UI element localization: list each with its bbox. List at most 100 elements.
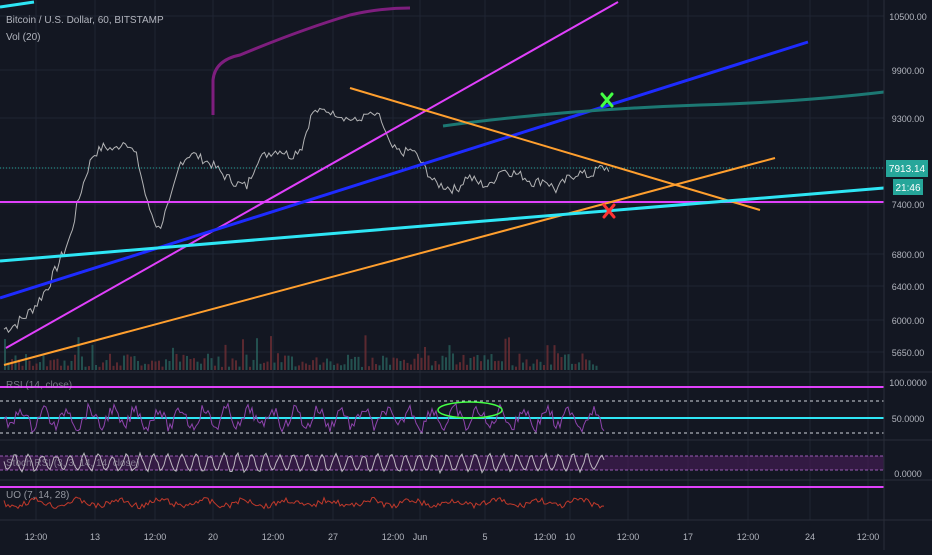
countdown-badge [893, 179, 923, 195]
volume-bar [74, 354, 76, 370]
volume-bar [546, 345, 549, 370]
time-tick-label: 12:00 [25, 532, 48, 542]
volume-bar [462, 354, 465, 370]
time-tick-label: 20 [208, 532, 218, 542]
price-tick-label: 5650.00 [892, 348, 925, 358]
price-tick-label: 6000.00 [892, 316, 925, 326]
volume-bar [319, 364, 321, 370]
symbol-title: Bitcoin / U.S. Dollar, 60, BITSTAMP [6, 15, 164, 26]
volume-bar [466, 364, 468, 370]
volume-bar [151, 360, 153, 370]
magenta-trendline [5, 1, 619, 349]
volume-bar [105, 360, 108, 370]
time-tick-label: 24 [805, 532, 815, 542]
volume-bar [133, 356, 136, 370]
indicator-panes [0, 371, 932, 510]
volume-bar [595, 365, 598, 370]
volume-bar [511, 365, 514, 370]
volume-bar [284, 355, 286, 370]
volume-bar [154, 361, 157, 370]
volume-bar [214, 365, 216, 370]
volume-bar [168, 360, 171, 370]
volume-bar [189, 358, 192, 370]
volume-bar [508, 337, 510, 370]
volume-bar [375, 364, 377, 370]
volume-bar [305, 363, 307, 370]
volume-bar [256, 338, 258, 370]
price-tick-label: 6400.00 [892, 282, 925, 292]
volume-bar [585, 359, 587, 370]
volume-bar [231, 358, 234, 370]
last-price-text: 7913.14 [889, 164, 926, 175]
volume-bar [266, 361, 269, 370]
stoch-label: Stoch RSI (3, 3, 14, 14, close) [6, 458, 139, 469]
volume-bar [564, 354, 566, 370]
time-tick-label: 12:00 [617, 532, 640, 542]
volume-bar [63, 360, 66, 370]
uo-line [3, 496, 605, 510]
volume-bar [249, 366, 251, 370]
volume-bar [469, 358, 472, 370]
volume-bar [333, 364, 335, 370]
rsi-tick-label: 50.0000 [892, 414, 925, 424]
rsi-line [3, 402, 605, 434]
volume-bar [567, 354, 570, 370]
volume-bar [557, 353, 559, 370]
volume-bar [217, 356, 220, 370]
volume-bar [270, 336, 272, 370]
volume-bar [532, 363, 535, 370]
volume-bar [32, 365, 34, 370]
volume-bar [49, 360, 52, 370]
volume-bar [560, 357, 563, 370]
volume-bar [228, 366, 230, 370]
volume-bar [235, 360, 237, 370]
volume-bar [84, 366, 87, 370]
time-tick-label: 12:00 [382, 532, 405, 542]
volume-bar [81, 356, 83, 370]
volume-bar [574, 363, 577, 370]
stoch-k-line [3, 451, 605, 475]
volume-bar [357, 356, 360, 370]
volume-bar [238, 366, 241, 370]
volume-bar [396, 358, 398, 370]
volume-bar [350, 358, 353, 370]
price-tick-label: 6800.00 [892, 250, 925, 260]
volume-bar [371, 357, 374, 370]
volume-bar [438, 364, 440, 370]
volume-bar [95, 364, 97, 370]
volume-bar [361, 366, 363, 370]
volume-bar [494, 361, 496, 370]
volume-bar [280, 362, 283, 370]
price-line [3, 107, 610, 334]
volume-bar [203, 358, 206, 370]
volume-bar [119, 365, 122, 370]
volume-bar [42, 355, 45, 370]
volume-bar [102, 362, 104, 370]
volume-bar [175, 353, 178, 370]
volume-bar [518, 353, 521, 370]
time-tick-label: 13 [90, 532, 100, 542]
volume-bar [336, 363, 339, 370]
volume-bar [273, 362, 276, 370]
time-tick-label: 27 [328, 532, 338, 542]
trendline-drawings[interactable] [0, 0, 885, 366]
volume-bar [77, 337, 80, 370]
volume-bar [578, 362, 580, 370]
time-tick-label: 12:00 [534, 532, 557, 542]
volume-bar [193, 358, 195, 370]
volume-bar [207, 353, 209, 370]
volume-bar [343, 364, 346, 370]
volume-bar [529, 366, 531, 370]
volume-bar [382, 355, 384, 370]
volume-bar [592, 364, 594, 370]
volume-bar [581, 353, 584, 370]
target-marker [600, 92, 614, 108]
volume-label: Vol (20) [6, 32, 40, 43]
volume-bar [140, 365, 143, 370]
volume-bar [28, 360, 31, 370]
volume-bar [480, 361, 482, 370]
volume-bar [182, 354, 185, 370]
volume-bar [210, 358, 213, 370]
